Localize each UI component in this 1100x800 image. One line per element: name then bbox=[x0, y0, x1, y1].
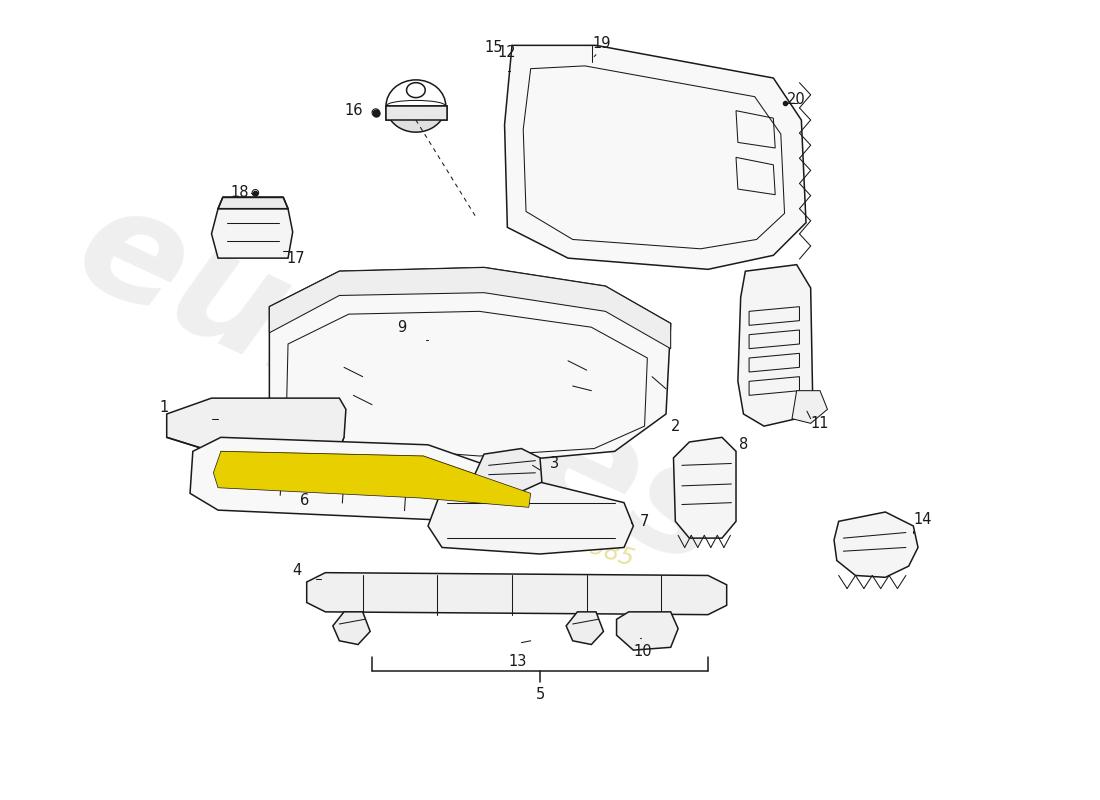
Text: 17: 17 bbox=[286, 250, 305, 266]
Text: 13: 13 bbox=[508, 654, 527, 669]
Polygon shape bbox=[428, 482, 634, 554]
Text: 3: 3 bbox=[550, 456, 559, 471]
Text: 15: 15 bbox=[484, 40, 503, 54]
Text: 9: 9 bbox=[397, 320, 407, 334]
Polygon shape bbox=[386, 106, 447, 120]
Polygon shape bbox=[738, 265, 813, 426]
Text: 12: 12 bbox=[497, 46, 516, 60]
Polygon shape bbox=[617, 612, 678, 650]
Polygon shape bbox=[333, 612, 371, 645]
Text: 8: 8 bbox=[739, 438, 748, 452]
Polygon shape bbox=[386, 106, 446, 132]
Text: 18: 18 bbox=[230, 186, 249, 200]
Polygon shape bbox=[190, 438, 549, 526]
Polygon shape bbox=[566, 612, 604, 645]
Text: 4: 4 bbox=[293, 563, 303, 578]
Polygon shape bbox=[213, 451, 530, 507]
Text: 7: 7 bbox=[640, 514, 649, 529]
Polygon shape bbox=[211, 209, 293, 258]
Polygon shape bbox=[270, 267, 671, 463]
Polygon shape bbox=[167, 398, 345, 451]
Text: 10: 10 bbox=[634, 645, 652, 659]
Polygon shape bbox=[834, 512, 918, 578]
Text: 11: 11 bbox=[811, 416, 829, 431]
Polygon shape bbox=[673, 438, 736, 538]
Text: 6: 6 bbox=[300, 494, 309, 508]
Text: 5: 5 bbox=[536, 687, 544, 702]
Polygon shape bbox=[475, 449, 542, 491]
Text: europes: europes bbox=[55, 170, 749, 600]
Polygon shape bbox=[307, 573, 727, 614]
Polygon shape bbox=[270, 267, 671, 349]
Text: 19: 19 bbox=[593, 36, 611, 51]
Polygon shape bbox=[792, 390, 827, 423]
Text: 20: 20 bbox=[788, 92, 806, 107]
Text: 1: 1 bbox=[160, 400, 168, 415]
Text: 2: 2 bbox=[671, 418, 680, 434]
Polygon shape bbox=[218, 198, 288, 209]
Text: a passion for parts since 1985: a passion for parts since 1985 bbox=[290, 438, 637, 571]
Text: 16: 16 bbox=[344, 103, 363, 118]
Polygon shape bbox=[386, 106, 447, 120]
Polygon shape bbox=[505, 46, 806, 270]
Text: 14: 14 bbox=[913, 512, 932, 527]
